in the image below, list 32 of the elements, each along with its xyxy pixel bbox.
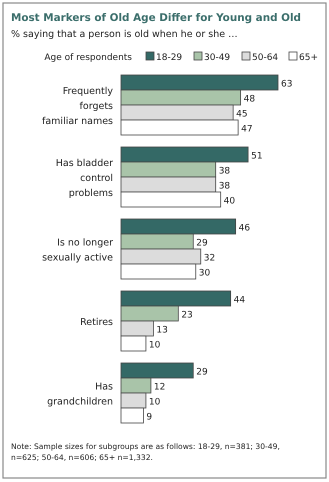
y-tick-label: Frequently forgets familiar names: [42, 86, 114, 127]
y-tick-label: Is no longer sexually active: [42, 238, 114, 264]
data-label: 29: [196, 368, 208, 378]
data-label: 10: [148, 398, 161, 408]
data-label: 32: [204, 254, 216, 264]
chart-title: Most Markers of Old Age Differ for Young and Old: [11, 12, 307, 24]
data-label: 12: [154, 382, 166, 392]
legend-label: 50-64: [252, 53, 278, 63]
data-label: 44: [234, 296, 246, 306]
y-tick-label: Has grandchildren: [47, 382, 114, 408]
data-label: 48: [244, 94, 256, 104]
data-label: 51: [251, 152, 263, 162]
data-label: 47: [241, 124, 253, 134]
legend-label: 65+: [299, 53, 318, 63]
data-label: 30: [198, 268, 210, 278]
data-label: 23: [181, 310, 193, 320]
data-label: 40: [224, 196, 236, 206]
chart-subtitle: % saying that a person is old when he or she …: [11, 29, 238, 40]
data-label: 38: [218, 166, 230, 176]
legend-title: Age of respondents: [44, 53, 132, 63]
legend-label: 30-49: [204, 53, 230, 63]
data-label: 10: [148, 340, 161, 350]
legend-label: 18-29: [156, 53, 182, 63]
data-label: 13: [156, 326, 168, 336]
data-label: 45: [236, 110, 248, 120]
y-tick-label: Has bladder control problems: [56, 158, 114, 199]
data-label: 38: [218, 182, 230, 192]
y-tick-label: Retires: [80, 317, 114, 328]
data-label: 9: [146, 412, 152, 422]
data-label: 63: [281, 80, 292, 90]
data-label: 46: [238, 224, 250, 234]
data-label: 29: [196, 238, 208, 248]
